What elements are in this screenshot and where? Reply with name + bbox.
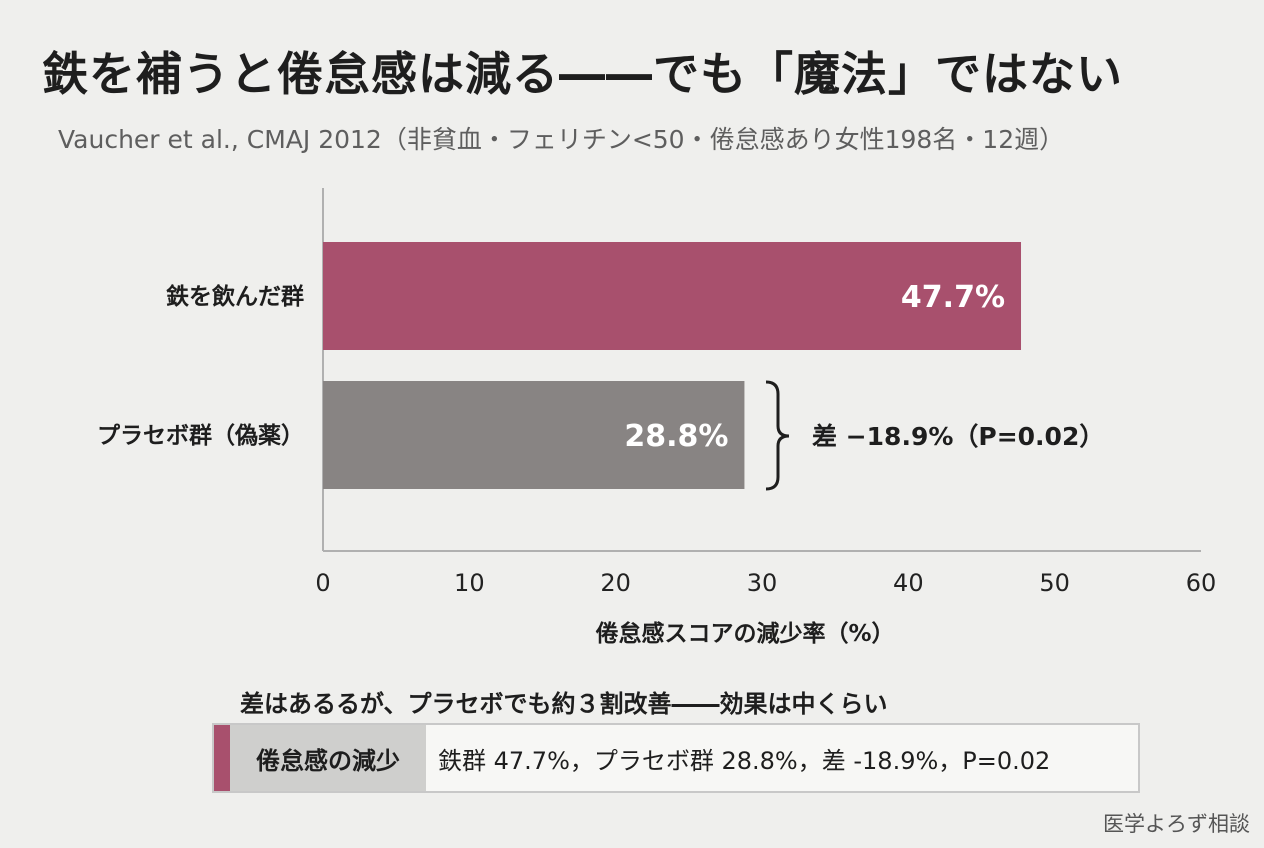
x-tick-label-60: 60 — [1186, 569, 1217, 597]
x-tick-label-20: 20 — [600, 569, 631, 597]
category-label-1: プラセボ群（偽薬） — [97, 422, 304, 449]
x-tick-label-40: 40 — [893, 569, 924, 597]
x-tick-label-50: 50 — [1039, 569, 1070, 597]
category-label-0: 鉄を飲んだ群 — [166, 283, 304, 310]
summary-heading: 差はあるるが、プラセボでも約３割改善――効果は中くらい — [240, 690, 888, 718]
difference-brace — [765, 380, 790, 491]
summary-label: 倦怠感の減少 — [230, 725, 426, 791]
summary-box: 倦怠感の減少 鉄群 47.7%，プラセボ群 28.8%，差 -18.9%，P=0… — [212, 723, 1140, 793]
bars-group: 47.7% 鉄を飲んだ群 28.8% プラセボ群（偽薬） — [97, 242, 1022, 489]
chart-title: 鉄を補うと倦怠感は減る――でも「魔法」ではない — [42, 47, 1123, 101]
bar-1 — [323, 381, 745, 489]
x-axis-title: 倦怠感スコアの減少率（%） — [595, 620, 894, 647]
x-ticks-group: 0 10 20 30 40 50 60 — [315, 569, 1216, 597]
bar-0 — [323, 242, 1022, 350]
summary-accent-bar — [214, 725, 230, 791]
summary-text: 鉄群 47.7%，プラセボ群 28.8%，差 -18.9%，P=0.02 — [438, 746, 1051, 775]
x-tick-label-10: 10 — [454, 569, 485, 597]
x-tick-label-30: 30 — [747, 569, 778, 597]
bar-value-label-0: 47.7% — [901, 280, 1005, 315]
difference-annotation: 差 −18.9%（P=0.02） — [812, 422, 1104, 451]
x-tick-label-0: 0 — [315, 569, 330, 597]
credit: 医学よろず相談 — [1103, 812, 1250, 836]
bar-value-label-1: 28.8% — [624, 419, 728, 454]
chart-subtitle: Vaucher et al., CMAJ 2012（非貧血・フェリチン<50・倦… — [58, 125, 1065, 154]
